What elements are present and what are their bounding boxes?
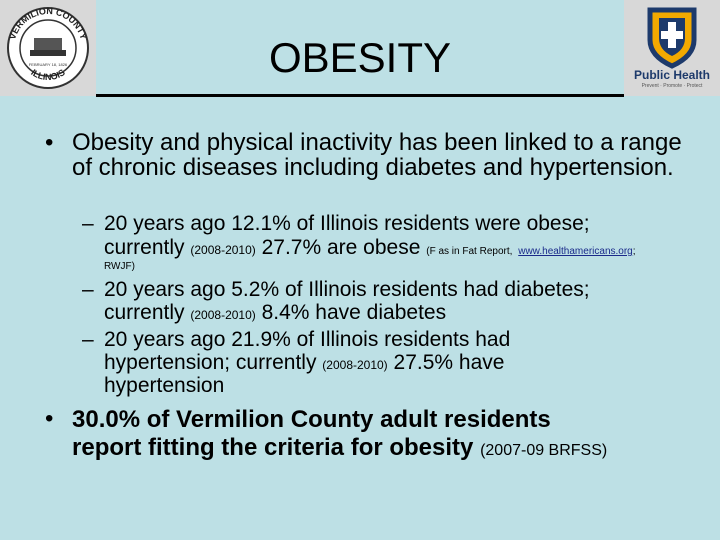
dash-icon: – (82, 278, 94, 301)
sub-bullet-1-note: (F as in Fat Report, (426, 246, 513, 257)
brfss-note: (2007-09 BRFSS) (480, 442, 608, 459)
sub-bullet-1-line-2: currently (2008-2010) 27.7% are obese (F… (104, 237, 704, 263)
sub-bullet-2-line-2: currently (2008-2010) 8.4% have diabetes (104, 302, 704, 326)
sub-bullet-3-line-1: 20 years ago 21.9% of Illinois residents… (104, 328, 511, 351)
sub-bullet-2-line-1: 20 years ago 5.2% of Illinois residents … (104, 278, 590, 301)
sub-bullet-3-years: (2008-2010) (322, 358, 388, 372)
sub-bullet-2-currently: currently (104, 301, 185, 324)
vermilion-county-logo: VERMILION COUNTY ILLINOIS FEBRUARY 18, 1… (0, 0, 96, 96)
title-divider (96, 94, 624, 97)
sub-bullet-3-line-3: hypertension (104, 374, 225, 397)
public-health-text: Public Health (634, 68, 710, 82)
slide-title: OBESITY (268, 34, 452, 81)
bullet-text-2-line-2-text: report fitting the criteria for obesity (72, 434, 474, 461)
bullet-text-2: 30.0% of Vermilion County adult resident… (72, 406, 712, 465)
bullet-text-2-line-1: 30.0% of Vermilion County adult resident… (72, 406, 551, 433)
sub-bullet-1-years: (2008-2010) (190, 243, 256, 257)
county-seal-icon: VERMILION COUNTY ILLINOIS FEBRUARY 18, 1… (7, 6, 89, 89)
sub-bullet-1-currently: currently (104, 236, 185, 259)
sub-bullet-1-value: 27.7% are obese (261, 236, 421, 259)
seal-date-text: FEBRUARY 18, 1826 (29, 62, 68, 67)
public-health-shield-icon: Public Health Prevent · Promote · Protec… (634, 7, 710, 89)
svg-text:ILLINOIS: ILLINOIS (29, 67, 67, 82)
dash-icon: – (82, 212, 94, 235)
bullet-text-1: Obesity and physical inactivity has been… (72, 129, 682, 181)
seal-bottom-text: ILLINOIS (29, 67, 67, 82)
sub-bullet-3-text: hypertension; currently (104, 351, 317, 374)
bullet-text-2-line-2: report fitting the criteria for obesity … (72, 434, 712, 465)
sub-bullet-1-note-2: RWJF) (104, 261, 135, 272)
dash-icon: – (82, 328, 94, 351)
sub-bullet-1-line-1: 20 years ago 12.1% of Illinois residents… (104, 212, 590, 235)
healthamericans-link[interactable]: www.healthamericans.org (518, 246, 633, 257)
public-health-logo: Public Health Prevent · Promote · Protec… (624, 0, 720, 96)
public-health-tagline: Prevent · Promote · Protect (642, 83, 703, 89)
sub-bullet-3-value: 27.5% have (393, 351, 505, 374)
sub-bullet-2-value: 8.4% have diabetes (261, 301, 447, 324)
sub-bullet-2-years: (2008-2010) (190, 308, 256, 322)
sub-bullet-1-note-semicolon: ; (632, 246, 636, 257)
sub-bullet-3-line-2: hypertension; currently (2008-2010) 27.5… (104, 352, 704, 376)
bullet-icon: • (45, 129, 54, 156)
bullet-icon: • (45, 405, 54, 432)
